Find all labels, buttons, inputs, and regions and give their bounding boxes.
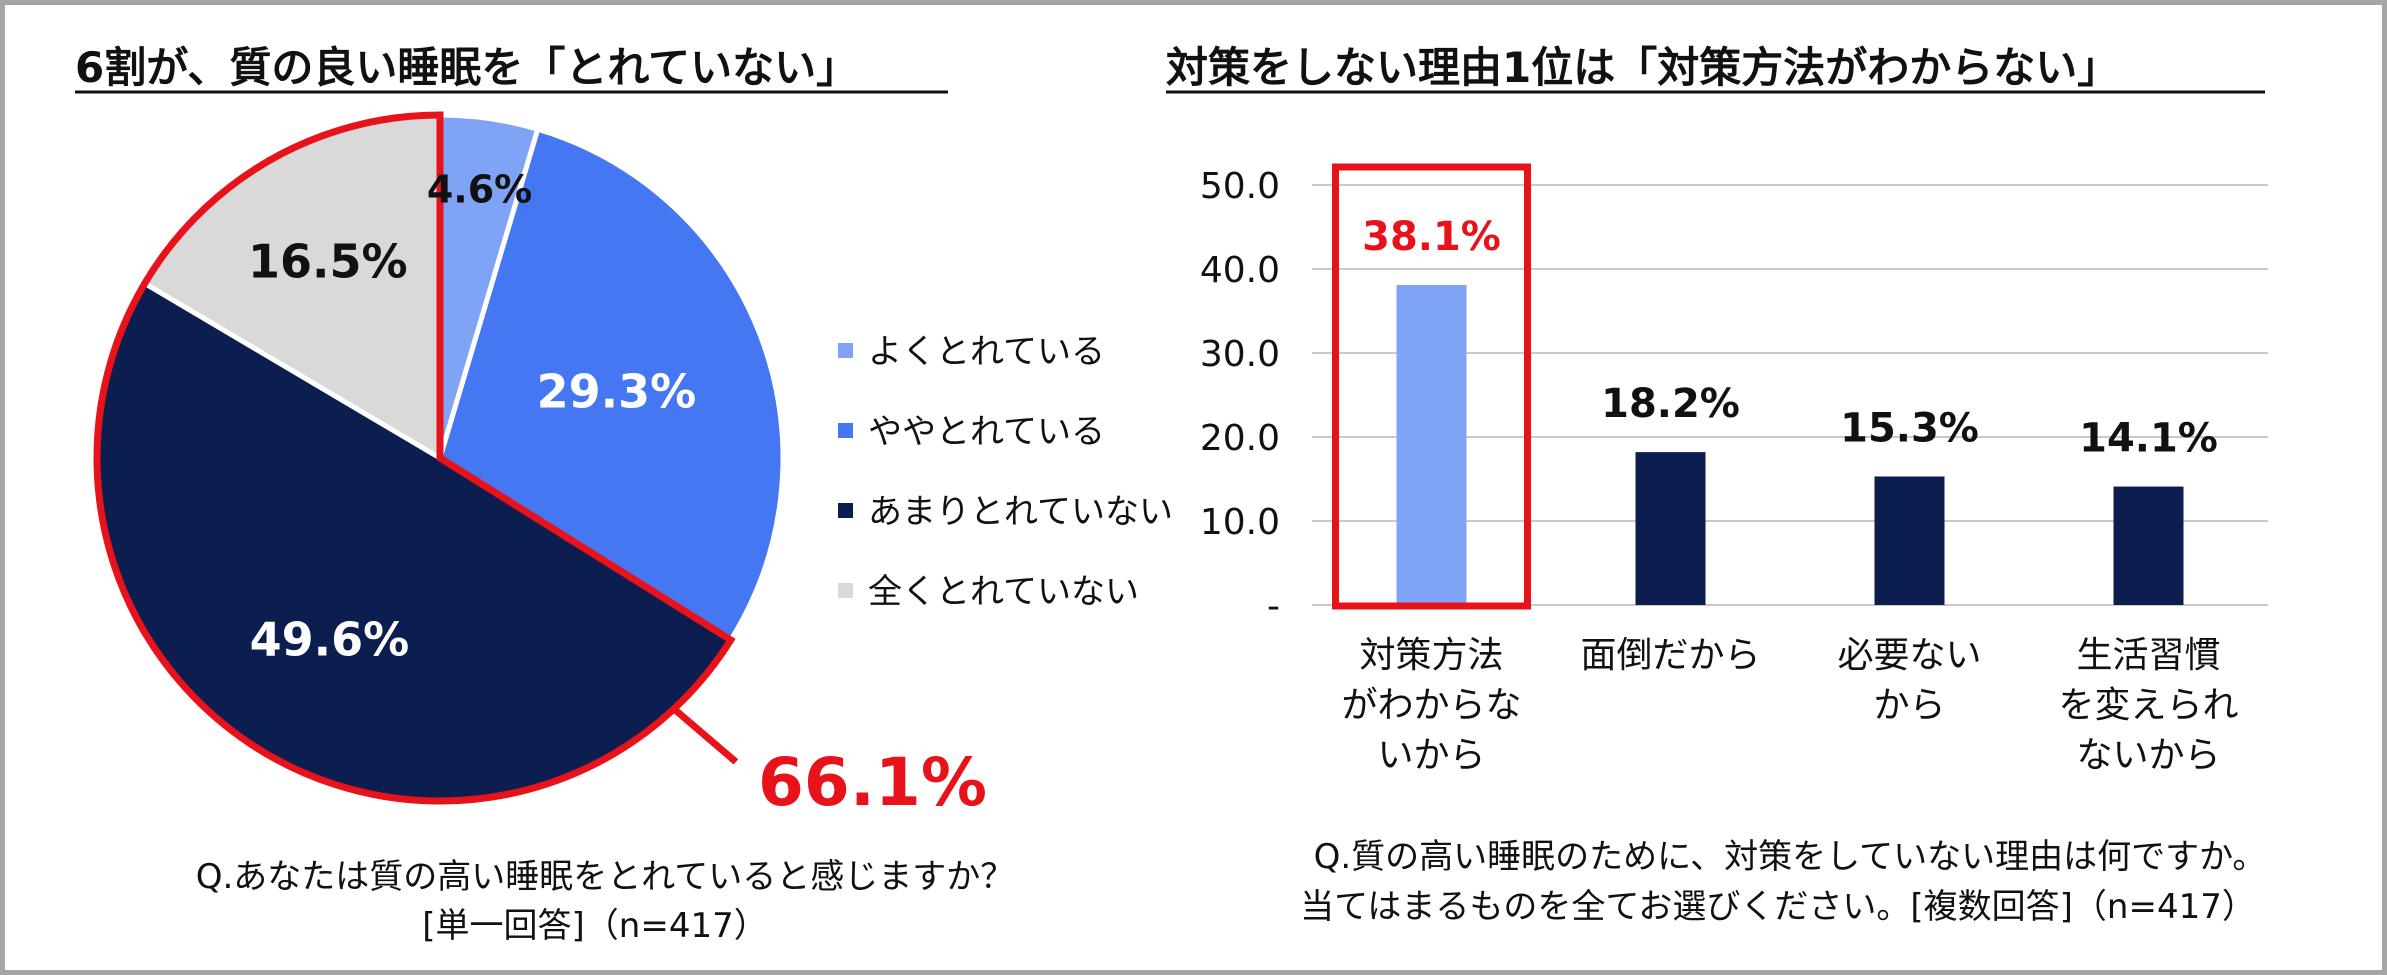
legend-label: あまりとれていない [868, 492, 1173, 532]
x-category-label: がわからな [1341, 685, 1521, 726]
y-tick-label: 10.0 [1200, 502, 1280, 543]
x-category-label: 対策方法 [1359, 635, 1503, 676]
x-category-label: から [1873, 685, 1945, 726]
pie-answer-info: [単一回答]（n=417） [422, 906, 767, 946]
pie-highlight-outline [93, 111, 736, 805]
bar [1874, 476, 1945, 605]
y-tick-label: 20.0 [1200, 418, 1280, 459]
pie-value-label: 4.6% [427, 167, 532, 211]
legend-label: よくとれている [868, 332, 1105, 372]
bar-question-line2: 当てはまるものを全てお選びください。[複数回答]（n=417） [1300, 887, 2256, 927]
x-category-label: 生活習慣 [2076, 635, 2220, 676]
x-category-label: いから [1377, 735, 1485, 776]
x-category-label: を変えられ [2058, 685, 2238, 726]
legend-label: ややとれている [868, 412, 1105, 452]
x-category-label: 必要ない [1837, 635, 1981, 676]
pie-value-label: 16.5% [248, 234, 408, 288]
bar-value-label: 14.1% [2079, 416, 2218, 462]
pie-slice [437, 126, 786, 644]
y-tick-label: - [1267, 586, 1280, 627]
pie-value-label: 29.3% [537, 364, 697, 418]
highlight-leader-line [671, 706, 739, 765]
bar-value-label: 18.2% [1601, 381, 1740, 427]
bar [2113, 486, 2184, 605]
legend-label: 全くとれていない [868, 572, 1139, 612]
x-category-label: 面倒だから [1580, 635, 1760, 676]
y-tick-label: 40.0 [1200, 250, 1280, 291]
pie-question: Q.あなたは質の高い睡眠をとれていると感じますか？ [196, 857, 1015, 897]
bar [1635, 452, 1706, 605]
x-category-label: ないから [2076, 735, 2220, 776]
y-tick-label: 30.0 [1200, 334, 1280, 375]
legend-swatch [838, 583, 853, 598]
legend-swatch [838, 343, 853, 358]
legend-swatch [838, 503, 853, 518]
bar-value-label: 15.3% [1840, 405, 1979, 451]
bar-chart-title: 対策をしない理由1位は「対策方法がわからない」 [1166, 43, 2119, 92]
bar-highlight-box [1332, 163, 1531, 610]
pie-chart: 4.6% 29.3% 49.6% 16.5% 66.1% [93, 111, 987, 821]
pie-chart-title: 6割が、質の良い睡眠を「とれていない」 [75, 43, 858, 92]
highlight-total-label: 66.1% [758, 744, 987, 821]
y-tick-label: 50.0 [1200, 166, 1280, 207]
legend-swatch [838, 423, 853, 438]
bar-value-label: 38.1% [1362, 214, 1501, 260]
bar-question-line1: Q.質の高い睡眠のために、対策をしていない理由は何ですか。 [1314, 837, 2267, 877]
bar [1396, 284, 1467, 605]
pie-value-label: 49.6% [250, 613, 410, 667]
